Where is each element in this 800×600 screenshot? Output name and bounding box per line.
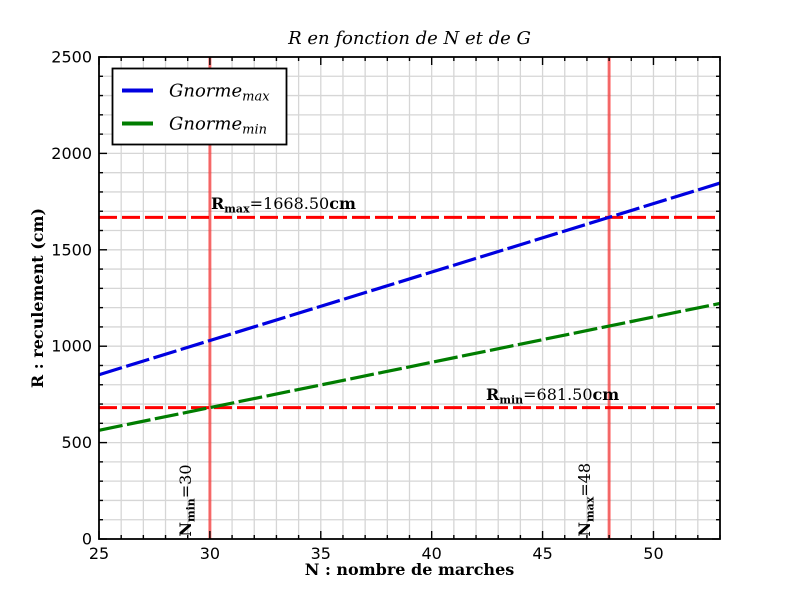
y-tick-labels: 0 500 1000 1500 2000 2500	[51, 48, 92, 549]
legend-label-gnorme-min: Gnormemin	[169, 114, 267, 138]
annotation-rmin: Rmin=681.50cm	[486, 385, 619, 407]
tick-label: 0	[82, 530, 92, 549]
tick-label: 2000	[51, 144, 92, 163]
series-line-gnorme-max	[98, 181, 721, 377]
plot-frame	[98, 56, 721, 540]
legend-label-gnorme-max: Gnormemax	[169, 81, 270, 105]
annotation-nmin: Nmin=30	[176, 464, 198, 536]
tick-label: 1500	[51, 240, 92, 259]
tick-label: 500	[61, 433, 92, 452]
y-axis-label: R : reculement (cm)	[28, 207, 47, 389]
legend-box	[111, 67, 288, 146]
tick-label: 45	[532, 544, 552, 563]
x-axis-label: N : nombre de marches	[304, 560, 515, 579]
annotation-nmax: Nmax=48	[575, 463, 597, 537]
tick-label: 25	[89, 544, 109, 563]
chart-title: R en fonction de N et de G	[288, 28, 531, 49]
x-tick-labels: 25 30 35 40 45 50	[89, 544, 664, 563]
tick-label: 30	[200, 544, 220, 563]
tick-label: 1000	[51, 337, 92, 356]
tick-label: 40	[421, 544, 441, 563]
annotation-rmax: Rmax=1668.50cm	[211, 194, 356, 216]
legend: Gnormemax Gnormemin	[111, 67, 288, 146]
series-line-gnorme-min	[98, 301, 721, 432]
tick-label: 35	[311, 544, 331, 563]
tick-label: 2500	[51, 48, 92, 67]
tick-label: 50	[643, 544, 663, 563]
